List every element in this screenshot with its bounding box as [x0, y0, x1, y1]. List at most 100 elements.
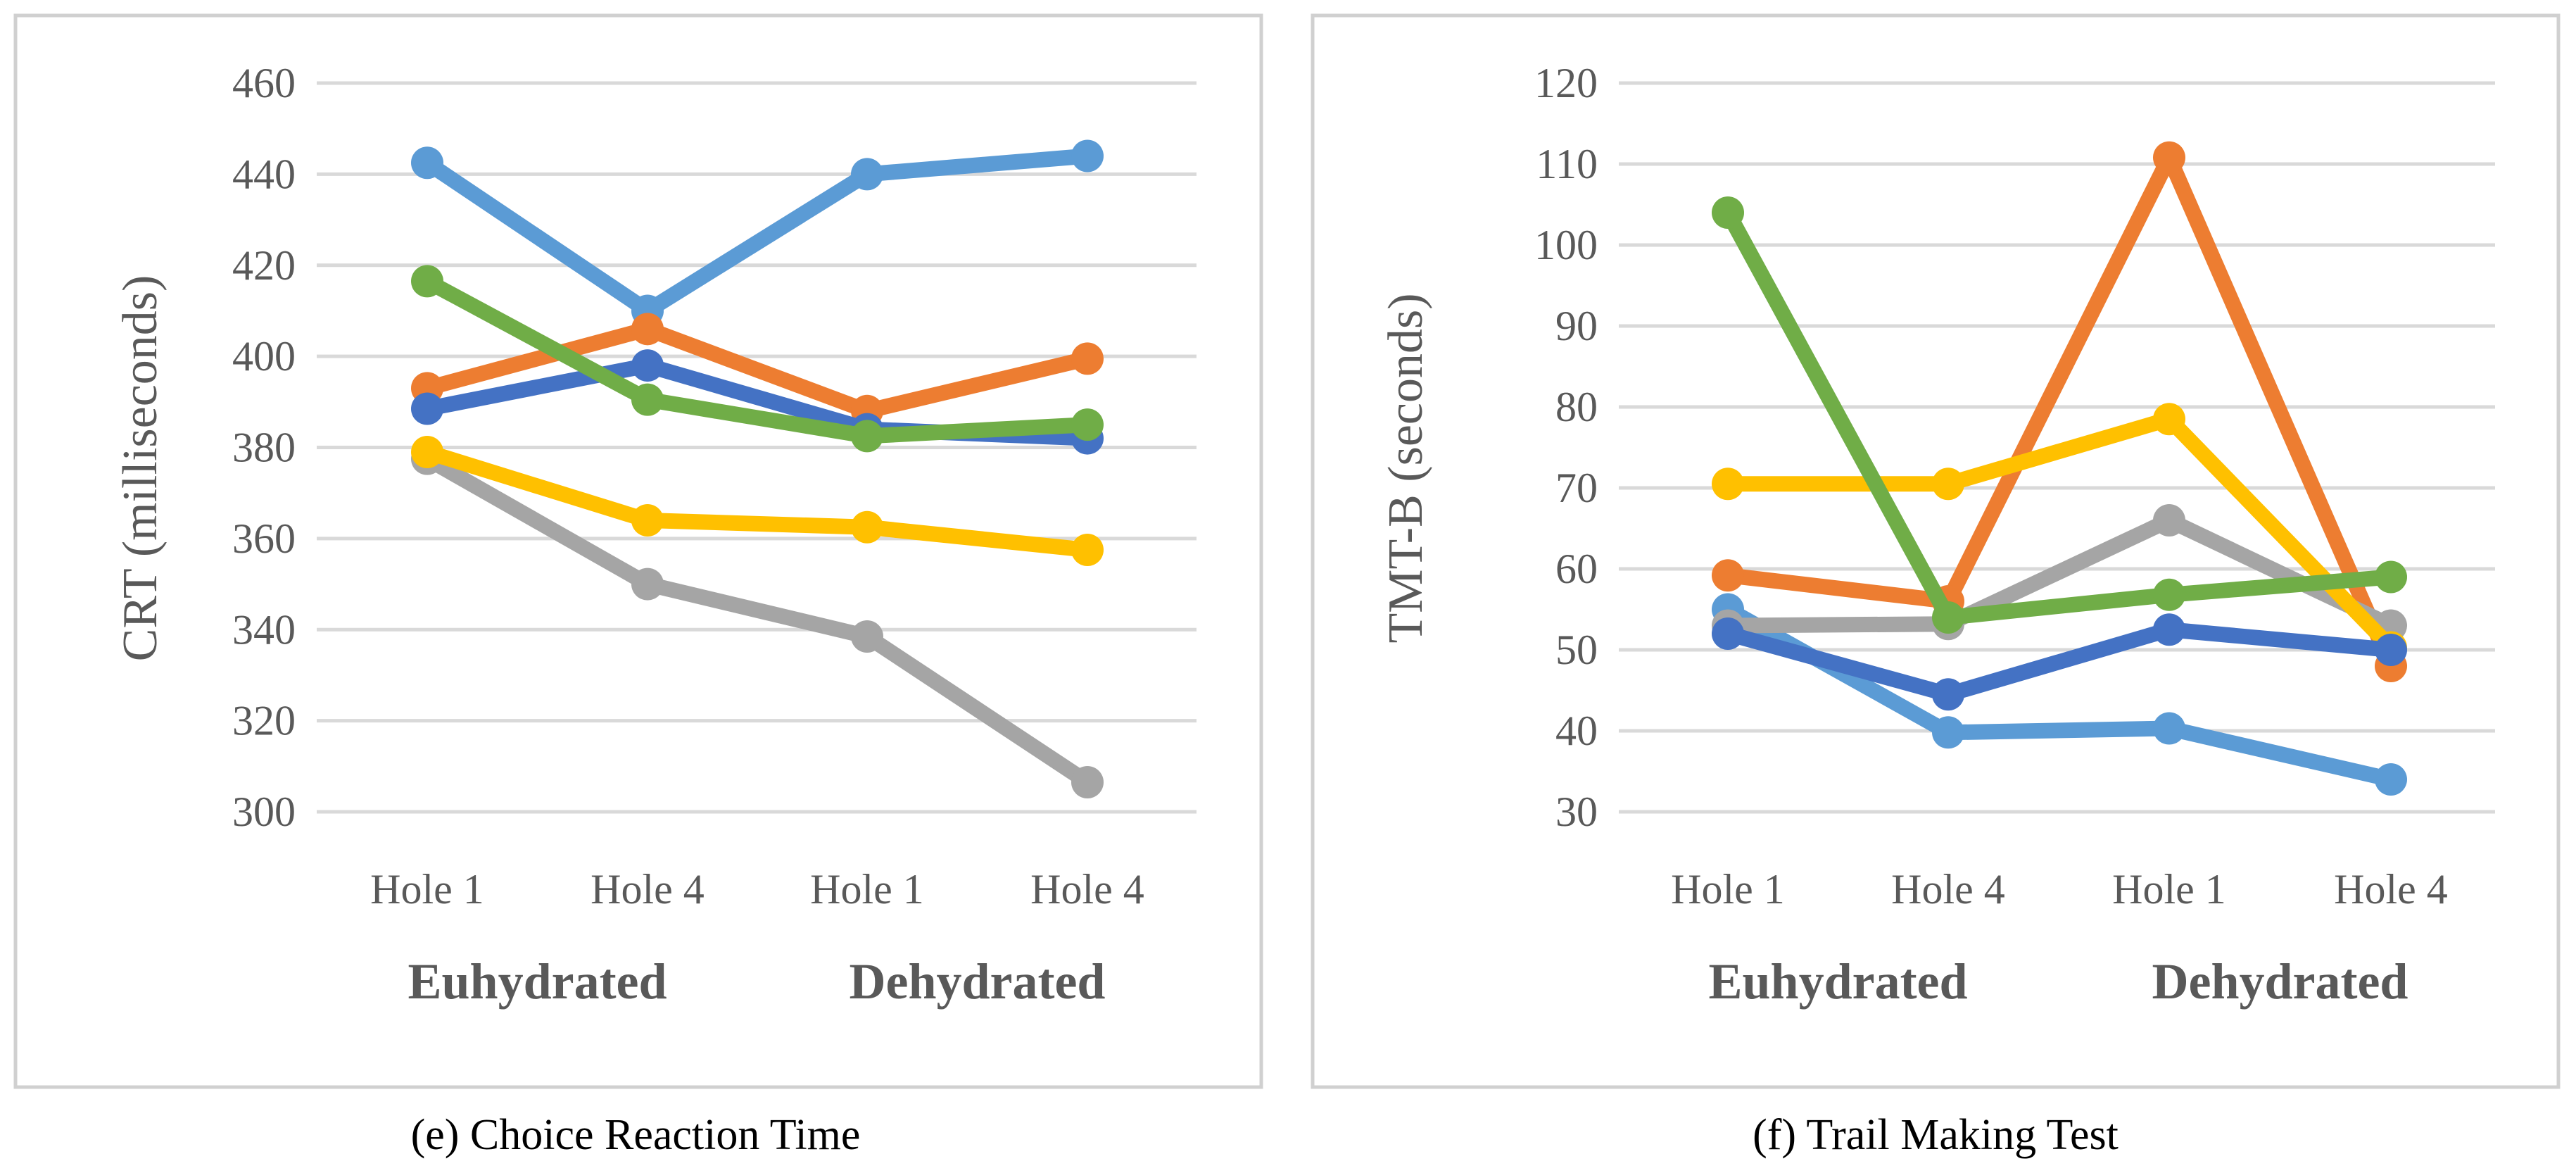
data-point-e-5-1 [411, 392, 443, 425]
series-e-6 [411, 265, 1104, 453]
data-point-e-4-1 [411, 435, 443, 468]
data-point-e-6-3 [851, 420, 883, 453]
y-tick-f-60: 60 [1555, 546, 1598, 592]
data-point-f-2-3 [2153, 141, 2185, 174]
data-point-e-4-2 [631, 504, 664, 537]
data-point-f-6-4 [2375, 560, 2407, 594]
data-point-e-3-4 [1071, 765, 1104, 798]
y-tick-e-360: 360 [232, 515, 296, 562]
data-point-e-3-3 [851, 620, 883, 653]
y-tick-labels-f: 30 40 50 60 70 80 90 100 110 120 [1534, 60, 1598, 835]
data-point-e-6-2 [631, 383, 664, 416]
data-point-f-5-4 [2375, 634, 2407, 666]
y-tick-f-100: 100 [1534, 222, 1598, 268]
gridlines-e [317, 81, 1197, 814]
data-point-e-2-4 [1071, 342, 1104, 375]
data-point-e-6-1 [411, 265, 443, 298]
group-label-e-dehydrated: Dehydrated [850, 953, 1106, 1010]
x-tick-e-0: Hole 1 [370, 866, 484, 912]
series-line-f-6 [1720, 205, 2399, 625]
series-line-e-2 [419, 321, 1095, 419]
series-f-5 [1712, 613, 2407, 711]
series-line-f-2 [1720, 149, 2399, 674]
data-point-e-1-4 [1071, 139, 1104, 172]
y-tick-labels-e: 300 320 340 360 380 400 420 440 460 [232, 60, 296, 835]
series-line-f-3 [1720, 513, 2399, 634]
y-tick-e-380: 380 [232, 425, 296, 471]
data-point-e-1-3 [851, 158, 883, 191]
series-line-e-4 [419, 444, 1095, 558]
x-tick-f-1: Hole 4 [1891, 866, 2005, 912]
series-line-e-1 [419, 148, 1095, 319]
series-lines-f [1712, 141, 2407, 796]
series-f-6 [1712, 196, 2407, 634]
series-e-4 [411, 435, 1104, 567]
caption-f: (f) Trail Making Test [1753, 1111, 2119, 1159]
y-tick-f-110: 110 [1536, 141, 1598, 187]
series-e-3 [411, 442, 1104, 798]
y-tick-e-460: 460 [232, 60, 296, 106]
data-point-f-1-2 [1932, 716, 1964, 749]
data-point-f-6-2 [1932, 601, 1964, 634]
group-label-f-dehydrated: Dehydrated [2152, 953, 2408, 1010]
y-tick-e-440: 440 [232, 151, 296, 197]
chart-frame-e [13, 13, 1263, 1089]
y-axis-label-f: TMT-B (seconds) [1379, 293, 1433, 643]
data-point-f-1-3 [2153, 712, 2185, 745]
chart-frame-f [1311, 13, 2561, 1089]
data-point-f-5-2 [1932, 678, 1964, 711]
data-point-f-1-4 [2375, 763, 2407, 796]
y-tick-f-90: 90 [1555, 303, 1598, 349]
data-point-f-4-1 [1712, 468, 1744, 501]
x-tick-e-3: Hole 4 [1030, 866, 1144, 912]
data-point-e-2-2 [631, 313, 664, 346]
series-e-1 [411, 139, 1104, 327]
group-labels-f: Euhydrated Dehydrated [1708, 953, 2408, 1010]
data-point-f-5-3 [2153, 613, 2185, 646]
y-tick-e-400: 400 [232, 333, 296, 380]
chart-panel-e: 300 320 340 360 380 400 420 440 460 Hole 1 Hole 4… [13, 13, 1263, 1159]
y-tick-f-80: 80 [1555, 384, 1598, 430]
x-tick-e-2: Hole 1 [810, 866, 924, 912]
data-point-e-3-2 [631, 567, 664, 601]
y-tick-e-320: 320 [232, 698, 296, 744]
y-tick-f-70: 70 [1555, 465, 1598, 511]
x-tick-f-2: Hole 1 [2112, 866, 2226, 912]
group-label-e-euhydrated: Euhydrated [408, 953, 667, 1010]
series-line-e-3 [419, 451, 1095, 790]
y-tick-f-30: 30 [1555, 789, 1598, 835]
data-point-e-1-1 [411, 146, 443, 180]
x-tick-labels-e: Hole 1 Hole 4 Hole 1 Hole 4 [370, 866, 1144, 912]
x-tick-e-1: Hole 4 [591, 866, 705, 912]
y-tick-e-420: 420 [232, 242, 296, 289]
series-line-f-5 [1720, 622, 2399, 703]
group-label-f-euhydrated: Euhydrated [1708, 953, 1967, 1010]
data-point-f-2-1 [1712, 559, 1744, 592]
y-tick-e-340: 340 [232, 606, 296, 653]
y-tick-f-50: 50 [1555, 627, 1598, 673]
data-point-e-4-3 [851, 510, 883, 544]
group-labels-e: Euhydrated Dehydrated [408, 953, 1105, 1010]
series-line-f-4 [1720, 411, 2399, 656]
y-tick-e-300: 300 [232, 789, 296, 835]
y-axis-label-e: CRT (milliseconds) [113, 275, 168, 662]
data-point-f-4-2 [1932, 468, 1964, 501]
series-f-3 [1712, 504, 2407, 642]
data-point-f-4-3 [2153, 403, 2185, 436]
caption-e: (e) Choice Reaction Time [411, 1111, 861, 1159]
data-point-e-6-4 [1071, 408, 1104, 441]
x-tick-labels-f: Hole 1 Hole 4 Hole 1 Hole 4 [1671, 866, 2448, 912]
data-point-f-6-3 [2153, 578, 2185, 611]
data-point-f-5-1 [1712, 617, 1744, 650]
data-point-f-6-1 [1712, 196, 1744, 229]
y-tick-f-40: 40 [1555, 708, 1598, 754]
data-point-f-3-3 [2153, 504, 2185, 537]
x-tick-f-3: Hole 4 [2334, 866, 2448, 912]
x-tick-f-0: Hole 1 [1671, 866, 1785, 912]
series-line-e-6 [419, 273, 1095, 444]
data-point-e-5-2 [631, 349, 664, 382]
data-point-e-4-4 [1071, 534, 1104, 567]
y-tick-f-120: 120 [1534, 60, 1598, 106]
